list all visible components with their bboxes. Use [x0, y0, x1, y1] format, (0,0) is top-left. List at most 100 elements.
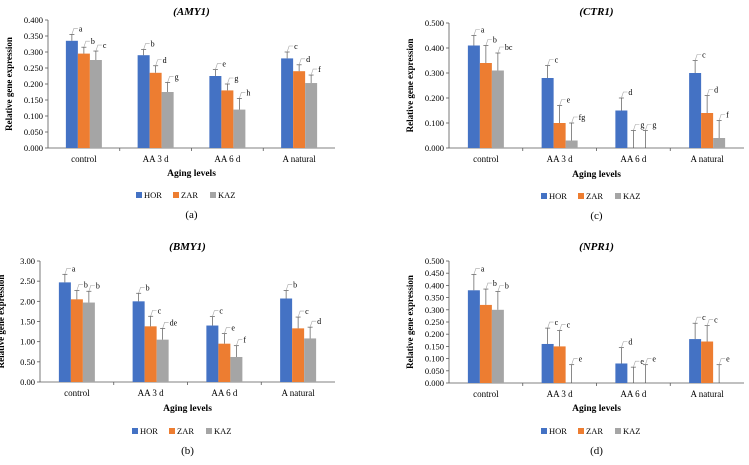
x-axis-label: Aging levels	[163, 404, 212, 414]
significance-letter: d	[306, 55, 310, 64]
significance-letter: g	[640, 121, 644, 130]
y-tick-label: 0.400	[24, 15, 43, 25]
significance-letter: e	[652, 355, 656, 364]
significance-letter: c	[305, 307, 309, 316]
significance-letter: f	[726, 111, 729, 120]
chart-title: (BMY1)	[169, 241, 206, 253]
significance-letter: h	[246, 88, 250, 97]
y-tick-label: 0.000	[425, 143, 444, 153]
chart-title: (AMY1)	[173, 6, 210, 18]
x-tick-label: control	[64, 388, 90, 398]
x-axis-label: Aging levels	[572, 404, 621, 414]
bar-zar	[144, 326, 157, 382]
letter-leader	[88, 284, 95, 292]
letter-leader	[621, 91, 628, 99]
significance-letter: e	[567, 96, 571, 105]
significance-letter: b	[493, 36, 497, 45]
significance-letter: e	[579, 355, 583, 364]
panel-ctr1: (CTR1) 0.000 0.100 0.200 0.300 0.400 0.500 Rela…	[405, 6, 744, 222]
y-tick-label: 0.100	[425, 354, 444, 364]
bar-kaz	[713, 138, 726, 148]
bar-hor	[65, 40, 78, 148]
x-tick-label: AA 6 d	[620, 389, 647, 399]
significance-letter: a	[481, 26, 485, 35]
legend-label: HOR	[549, 191, 567, 201]
y-tick-label: 0.000	[24, 143, 43, 153]
bar-hor	[467, 290, 480, 383]
letter-leader	[473, 29, 480, 36]
legend-swatch-kaz	[206, 428, 212, 434]
y-tick-label: 0.250	[24, 63, 43, 73]
letter-leader	[559, 324, 566, 331]
y-tick-label: 0.000	[425, 378, 444, 388]
bar-zar	[77, 53, 90, 148]
significance-letter: c	[555, 56, 559, 65]
y-tick-label: 1.50	[20, 317, 35, 327]
bar-hor	[206, 325, 219, 382]
bar-hor	[137, 55, 150, 149]
bar-hor	[541, 78, 554, 148]
letter-leader	[718, 114, 726, 121]
letter-leader	[485, 39, 492, 46]
panel-label: (a)	[185, 209, 198, 221]
letter-leader	[497, 285, 504, 292]
significance-letter: e	[640, 357, 644, 366]
significance-letter: b	[151, 39, 155, 48]
significance-letter: c	[714, 316, 718, 325]
significance-letter: c	[567, 321, 571, 330]
y-tick-label: 0.100	[425, 118, 444, 128]
significance-letter: f	[243, 336, 246, 345]
bar-kaz	[491, 70, 504, 148]
y-tick-label: 0.100	[24, 111, 43, 121]
significance-letter: bc	[505, 43, 513, 52]
significance-letter: b	[505, 282, 509, 291]
legend-swatch-zar	[169, 428, 175, 434]
significance-letter: g	[175, 72, 179, 81]
y-axis-label: Relative gene expression	[4, 37, 14, 131]
significance-letter: c	[158, 306, 162, 315]
bar-hor	[689, 73, 702, 148]
letter-leader	[694, 316, 702, 324]
significance-letter: c	[702, 51, 706, 60]
x-tick-label: control	[71, 154, 97, 164]
significance-letter: d	[628, 338, 632, 347]
letter-leader	[497, 46, 504, 54]
legend-swatch-kaz	[210, 192, 216, 198]
significance-letter: a	[72, 264, 76, 273]
bar-kaz	[305, 83, 318, 148]
bar-kaz	[161, 92, 174, 148]
significance-letter: f	[318, 65, 321, 74]
y-tick-label: 0.200	[24, 79, 43, 89]
significance-letter: d	[714, 86, 718, 95]
y-tick-label: 0.400	[425, 43, 444, 53]
y-tick-label: 0.300	[24, 47, 43, 57]
letter-leader	[239, 92, 246, 99]
significance-letter: e	[222, 60, 226, 69]
significance-letter: c	[103, 41, 107, 50]
x-tick-label: control	[473, 154, 499, 164]
legend-label: ZAR	[181, 190, 198, 200]
bar-kaz	[230, 356, 243, 382]
x-tick-label: AA 6 d	[211, 388, 238, 398]
significance-letter: b	[96, 281, 100, 290]
letter-leader	[547, 59, 554, 66]
y-tick-label: 2.00	[20, 296, 35, 306]
significance-letter: de	[170, 318, 178, 327]
legend-swatch-zar	[578, 428, 584, 434]
letter-leader	[150, 309, 157, 317]
letter-leader	[485, 282, 492, 290]
bar-hor	[615, 363, 628, 383]
panel-amy1: (AMY1) 0.000 0.050 0.100 0.150 0.200 0.250 0.30…	[4, 6, 335, 221]
significance-letter: c	[555, 318, 559, 327]
x-tick-label: A natural	[691, 389, 725, 399]
x-tick-label: A natural	[282, 388, 316, 398]
bar-zar	[553, 123, 566, 148]
bar-kaz	[304, 338, 317, 382]
bar-hor	[58, 282, 71, 382]
letter-leader	[224, 327, 231, 334]
bar-kaz	[82, 302, 95, 382]
legend-label: HOR	[144, 190, 162, 200]
legend-swatch-zar	[578, 193, 584, 199]
legend-swatch-zar	[173, 192, 179, 198]
x-tick-label: A natural	[691, 154, 725, 164]
